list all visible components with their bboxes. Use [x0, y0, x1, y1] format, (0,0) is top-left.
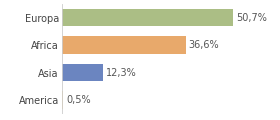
- Text: 0,5%: 0,5%: [66, 95, 91, 105]
- Bar: [62, 64, 103, 81]
- Text: 36,6%: 36,6%: [188, 40, 219, 50]
- Text: 50,7%: 50,7%: [236, 13, 267, 23]
- Text: 12,3%: 12,3%: [106, 68, 137, 78]
- Bar: [62, 36, 186, 54]
- Bar: [62, 9, 233, 27]
- Bar: [62, 91, 63, 109]
